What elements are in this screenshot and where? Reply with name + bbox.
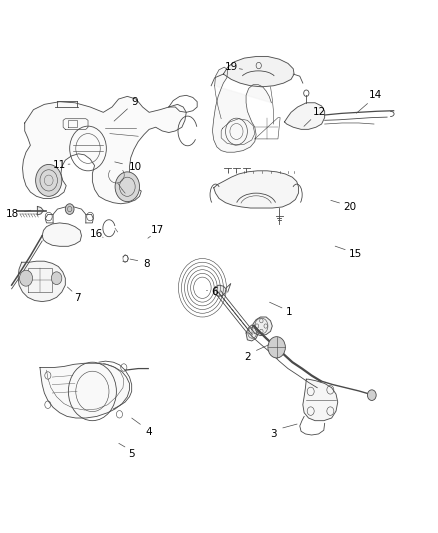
Polygon shape <box>37 206 43 215</box>
Polygon shape <box>18 261 65 302</box>
Polygon shape <box>212 67 272 152</box>
Text: 7: 7 <box>74 293 81 303</box>
Polygon shape <box>214 285 226 296</box>
Text: 15: 15 <box>349 249 362 259</box>
Text: 11: 11 <box>53 160 66 171</box>
Text: 20: 20 <box>343 202 357 212</box>
Polygon shape <box>22 96 186 204</box>
Text: 4: 4 <box>146 427 152 438</box>
Polygon shape <box>40 364 130 418</box>
Polygon shape <box>303 379 338 421</box>
Text: 1: 1 <box>286 306 292 317</box>
Polygon shape <box>246 325 258 341</box>
Circle shape <box>65 204 74 214</box>
Circle shape <box>51 272 62 285</box>
Circle shape <box>115 172 140 201</box>
Polygon shape <box>223 56 294 87</box>
Text: 19: 19 <box>225 62 238 71</box>
Text: 18: 18 <box>6 209 20 220</box>
Polygon shape <box>252 317 272 336</box>
Text: 2: 2 <box>244 352 251 362</box>
Circle shape <box>268 337 286 358</box>
Text: 9: 9 <box>132 96 138 107</box>
Text: 6: 6 <box>211 287 218 297</box>
Circle shape <box>367 390 376 400</box>
Polygon shape <box>285 103 325 130</box>
Text: 14: 14 <box>369 90 382 100</box>
Polygon shape <box>42 223 81 246</box>
Text: 16: 16 <box>90 229 103 239</box>
Text: 12: 12 <box>313 107 326 117</box>
Polygon shape <box>214 171 298 208</box>
Circle shape <box>19 270 32 286</box>
Text: 10: 10 <box>129 161 142 172</box>
Text: 3: 3 <box>270 429 277 439</box>
Text: 17: 17 <box>150 225 164 236</box>
Text: 8: 8 <box>144 259 150 269</box>
Text: 5: 5 <box>128 449 135 458</box>
Circle shape <box>35 165 62 196</box>
